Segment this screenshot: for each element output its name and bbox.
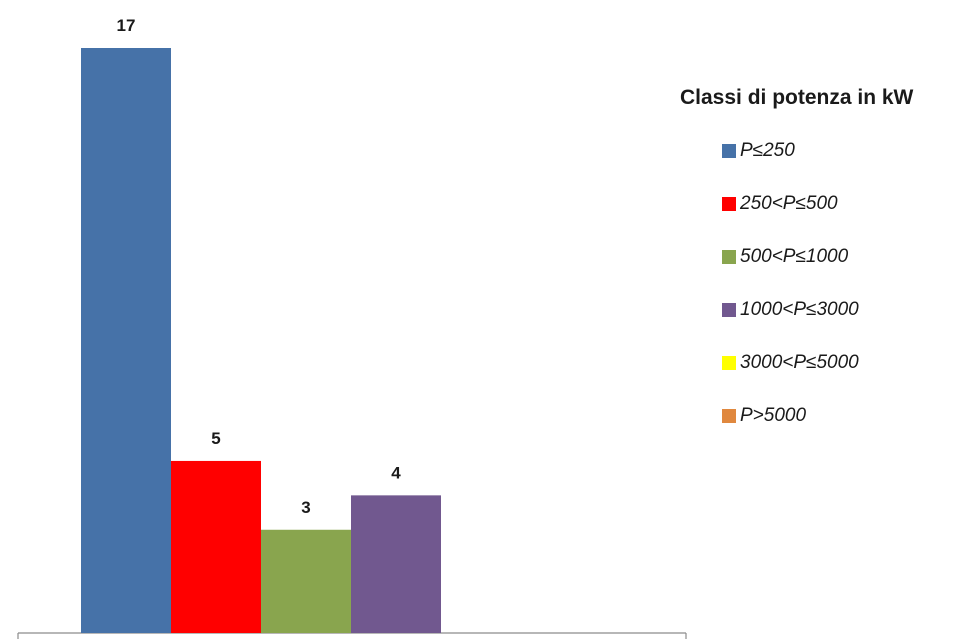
legend-swatch: [722, 196, 736, 211]
legend-item: P>5000: [722, 389, 913, 442]
legend-label: 500<P≤1000: [740, 245, 849, 267]
legend-swatch: [722, 302, 736, 317]
bar: [261, 529, 351, 633]
legend-label: P≤250: [740, 139, 795, 161]
data-label: 4: [391, 463, 401, 482]
data-label: 17: [117, 16, 136, 35]
legend-item: 250<P≤500: [722, 177, 913, 230]
legend-swatch: [722, 408, 736, 423]
legend-item: 1000<P≤3000: [722, 283, 913, 336]
legend-item: 500<P≤1000: [722, 230, 913, 283]
legend-swatch: [722, 143, 736, 158]
legend-swatch: [722, 249, 736, 264]
plot-area-frame: [17, 632, 687, 639]
legend-label: 1000<P≤3000: [740, 298, 859, 320]
bar: [171, 460, 261, 633]
bar: [81, 48, 171, 633]
legend-item: 3000<P≤5000: [722, 336, 913, 389]
data-label: 5: [211, 429, 220, 448]
legend-label: P>5000: [740, 404, 807, 426]
legend-label: 3000<P≤5000: [740, 351, 859, 373]
legend-swatch: [722, 355, 736, 370]
legend-label: 250<P≤500: [740, 192, 838, 214]
bar: [351, 495, 441, 633]
legend: Classi di potenza in kW P≤250 250<P≤500 …: [680, 86, 913, 442]
legend-item: P≤250: [722, 124, 913, 177]
data-label: 3: [301, 498, 310, 517]
legend-title: Classi di potenza in kW: [680, 86, 914, 109]
